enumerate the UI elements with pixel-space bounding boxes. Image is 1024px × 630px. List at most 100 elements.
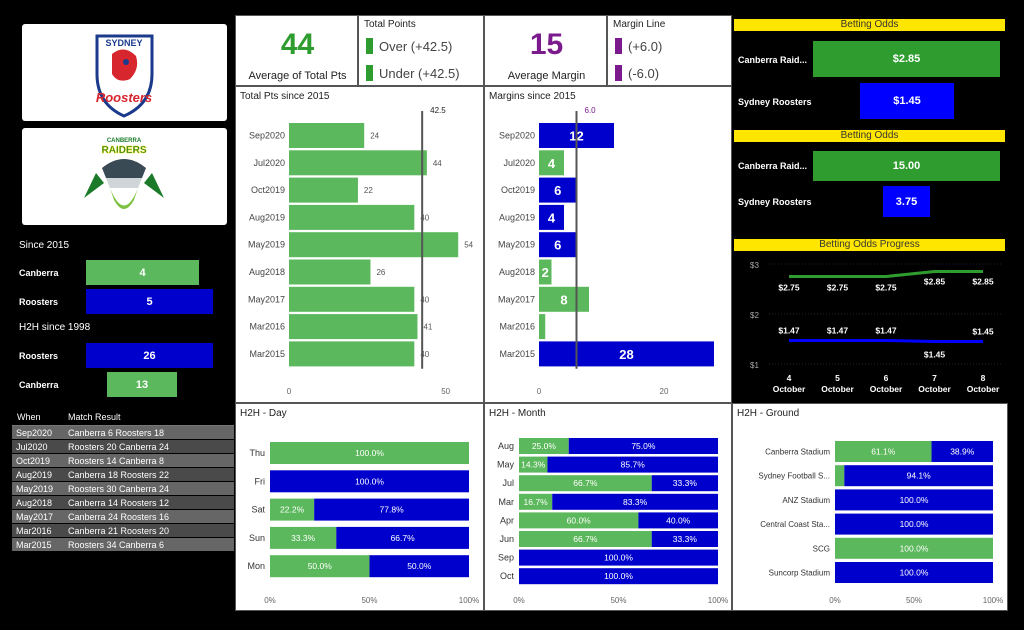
roosters-logo-main-text: Roosters: [96, 90, 152, 105]
bar: [289, 232, 459, 258]
category-label: May: [497, 460, 515, 470]
bar: [539, 286, 589, 312]
data-label: 100.0%: [604, 571, 633, 581]
bar: [289, 150, 427, 176]
category-label: Aug2019: [249, 212, 285, 222]
h2h-ground-chart: H2H - Ground Canberra Stadium 61.1% 38.9% Sy…: [737, 408, 1003, 605]
minus-margin-swatch: [615, 65, 622, 81]
data-label: 40: [420, 213, 429, 222]
data-label: 54: [464, 241, 473, 250]
category-label: Mon: [247, 561, 265, 571]
stack-segment: [552, 493, 718, 510]
since2015-team-0: Canberra: [19, 268, 59, 278]
stack-segment: [835, 513, 993, 535]
margins-panel: Margins since 2015Sep202012Jul20204Oct20…: [484, 86, 732, 403]
data-label: 100.0%: [900, 519, 929, 529]
data-label: 85.7%: [621, 460, 646, 470]
odds1-bar-roosters: $1.45: [860, 83, 954, 119]
margin-line-legend: Margin Line (+6.0) (-6.0): [607, 15, 732, 86]
raiders-logo: CANBERRA RAIDERS: [22, 128, 227, 225]
h2h-month-chart: H2H - Month Aug 25.0% 75.0% May 14.3% 85.7% Jul…: [489, 408, 728, 605]
match-result-when: Mar2016: [16, 525, 52, 536]
stack-segment: [519, 549, 718, 566]
category-label: Canberra Stadium: [765, 448, 830, 457]
x-tick-label: 0%: [264, 596, 276, 605]
category-label: Jul: [502, 478, 514, 488]
series-line: [789, 270, 983, 278]
odds1-team-1: Sydney Roosters: [738, 97, 812, 107]
odds-progress-title: Betting Odds Progress: [734, 239, 1005, 251]
data-label: 40: [420, 350, 429, 359]
match-result-when: Aug2019: [16, 469, 53, 480]
margins-chart: Margins since 2015Sep202012Jul20204Oct20…: [489, 91, 714, 396]
data-label: 40: [420, 295, 429, 304]
kpi-margin-label: Average Margin: [507, 70, 586, 82]
stack-segment: [519, 456, 548, 473]
stack-segment: [568, 438, 718, 454]
match-result-score: Roosters 30 Canberra 24: [68, 483, 170, 494]
data-label: 24: [370, 132, 379, 141]
match-result-when: Jul2020: [16, 441, 48, 452]
data-label: 61.1%: [871, 447, 896, 457]
kpi-total-label: Average of Total Pts: [248, 70, 347, 82]
kpi-margin-card: 15 Average Margin: [484, 15, 607, 86]
data-label: 100.0%: [355, 448, 384, 458]
category-label: Thu: [249, 448, 265, 458]
category-label: Oct2019: [251, 185, 285, 195]
data-label: 100.0%: [900, 543, 929, 553]
y-tick-label: $1: [750, 361, 759, 370]
since2015-team-1: Roosters: [19, 297, 59, 307]
stack-segment: [270, 498, 315, 521]
bar: [539, 204, 564, 230]
match-result-when: Aug2018: [16, 497, 53, 508]
y-tick-label: $2: [750, 311, 759, 320]
under-legend-swatch: [366, 65, 373, 81]
bar: [289, 286, 415, 312]
minus-margin-label: (-6.0): [628, 66, 660, 81]
match-result-row: Sep2020 Canberra 6 Roosters 18: [12, 426, 234, 439]
data-label: 77.8%: [380, 505, 405, 515]
stack-segment: [336, 526, 469, 549]
h2h1998-title: H2H since 1998: [19, 322, 91, 333]
stack-segment: [314, 498, 469, 521]
data-label: 75.0%: [631, 441, 656, 451]
match-result-when: Mar2015: [16, 539, 52, 550]
chart-title: H2H - Ground: [737, 408, 799, 419]
raiders-logo-top-text: CANBERRA: [107, 138, 142, 144]
category-label: ANZ Stadium: [782, 496, 830, 505]
x-tick-label: 0: [287, 387, 292, 396]
match-result-row: Oct2019 Roosters 14 Canberra 8: [12, 454, 234, 467]
plus-margin-label: (+6.0): [628, 39, 663, 54]
data-label: 33.3%: [291, 533, 316, 543]
data-label: 33.3%: [673, 534, 698, 544]
h2h-month-panel: H2H - Month Aug 25.0% 75.0% May 14.3% 85.7% Jul…: [484, 403, 732, 611]
x-tick-label: 0%: [829, 596, 841, 605]
stack-segment: [369, 555, 469, 578]
h2h1998-team-0: Roosters: [19, 351, 59, 361]
h2h1998-bar-roosters: 26: [86, 343, 213, 368]
match-result-when: Oct2019: [16, 455, 51, 466]
chart-title: Total Pts since 2015: [240, 91, 330, 102]
data-label: 66.7%: [573, 534, 598, 544]
match-result-score: Canberra 18 Roosters 22: [68, 469, 170, 480]
stack-segment: [651, 475, 718, 492]
data-label: 60.0%: [567, 515, 592, 525]
bar: [289, 123, 365, 148]
category-label: Mar: [499, 497, 515, 507]
roosters-emblem-icon: SYDNEY Roosters: [95, 34, 154, 118]
category-label: Jul2020: [503, 158, 535, 168]
bar: [289, 341, 415, 367]
data-label: 66.7%: [573, 478, 598, 488]
data-label: $2.75: [827, 283, 849, 293]
stack-segment: [835, 441, 932, 462]
category-label: Aug2018: [499, 267, 535, 277]
match-result-score: Roosters 34 Canberra 6: [68, 539, 165, 550]
category-label: Apr: [500, 515, 514, 525]
stack-segment: [835, 465, 845, 487]
data-label: 50.0%: [308, 561, 333, 571]
bar: [289, 314, 418, 340]
h2h1998-team-1: Canberra: [19, 380, 59, 390]
category-label: Sep: [498, 553, 514, 563]
category-label: Aug: [498, 441, 514, 451]
match-result-row: Aug2019 Canberra 18 Roosters 22: [12, 468, 234, 481]
